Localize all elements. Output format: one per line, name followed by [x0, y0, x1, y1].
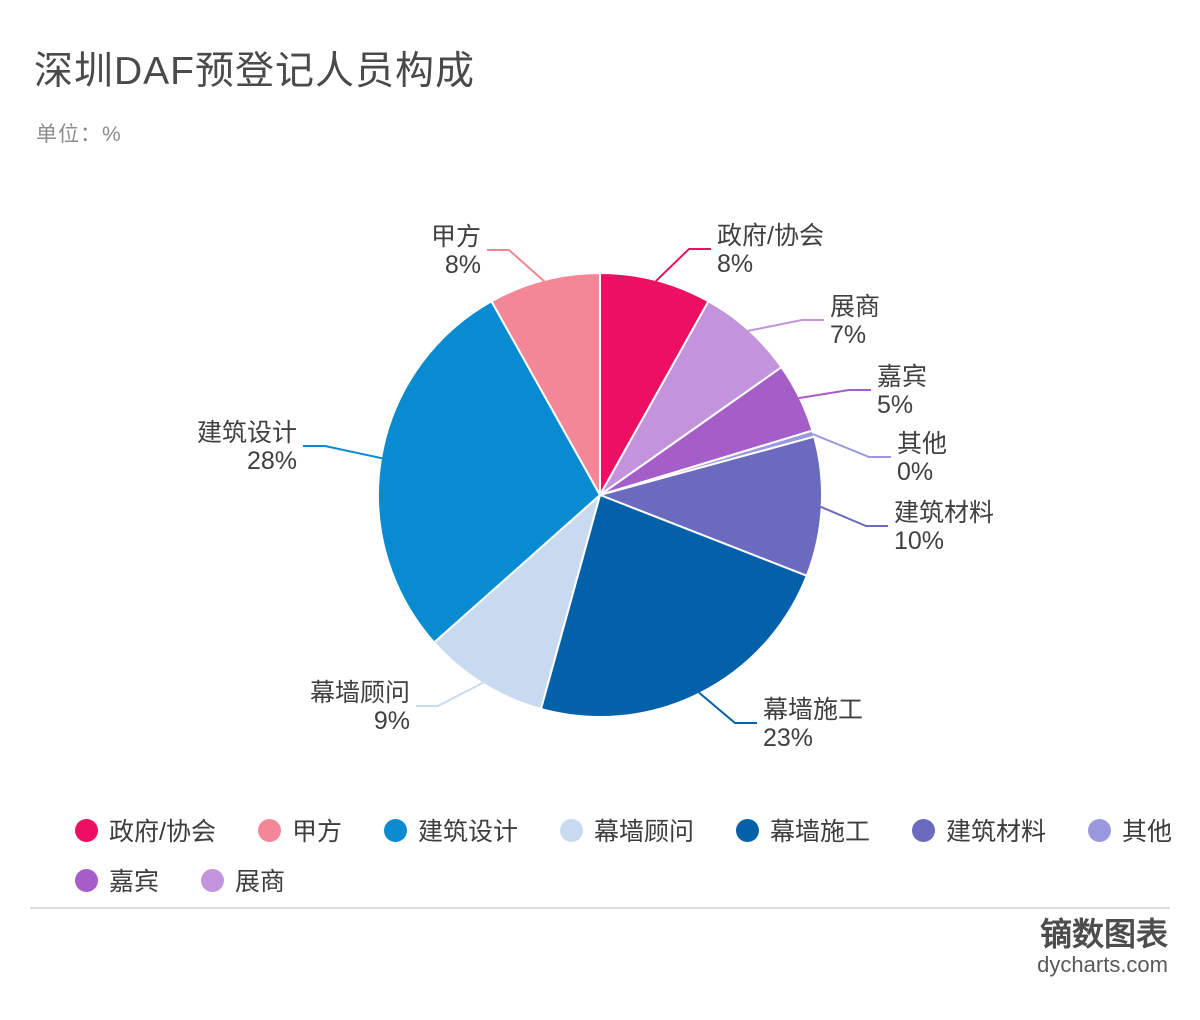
- brand-box: 镝数图表 dycharts.com: [1037, 916, 1168, 976]
- legend-item-7[interactable]: 嘉宾: [75, 862, 159, 898]
- slice-label-name-1: 展商: [830, 293, 880, 321]
- legend: 政府/协会 甲方 建筑设计 幕墙顾问 幕墙施工 建筑材料 其他嘉宾 展商: [75, 812, 1185, 898]
- slice-label-value-3: 0%: [897, 458, 933, 486]
- legend-item-8[interactable]: 展商: [201, 862, 285, 898]
- legend-label: 建筑设计: [417, 818, 518, 846]
- slice-label-name-0: 政府/协会: [717, 222, 824, 250]
- slice-label-value-4: 10%: [894, 527, 944, 555]
- legend-label: 嘉宾: [109, 868, 160, 896]
- legend-label: 甲方: [291, 818, 342, 846]
- legend-label: 建筑材料: [946, 818, 1047, 846]
- legend-item-5[interactable]: 建筑材料: [912, 812, 1046, 848]
- legend-label: 其他: [1122, 818, 1173, 846]
- slice-label-name-3: 其他: [897, 430, 947, 458]
- legend-dot: [201, 868, 225, 892]
- legend-item-2[interactable]: 建筑设计: [383, 812, 518, 848]
- label-leader-line: [303, 445, 383, 460]
- legend-item-1[interactable]: 甲方: [257, 812, 342, 848]
- legend-dot: [559, 818, 583, 842]
- legend-item-0[interactable]: 政府/协会: [75, 812, 216, 848]
- legend-label: 幕墙施工: [770, 818, 871, 846]
- label-leader-line: [820, 505, 888, 527]
- slice-label-name-4: 建筑材料: [894, 499, 994, 527]
- legend-label: 展商: [235, 868, 286, 896]
- slice-label-value-0: 8%: [717, 250, 753, 278]
- legend-item-3[interactable]: 幕墙顾问: [559, 812, 694, 848]
- slice-label-name-8: 甲方: [431, 223, 481, 251]
- brand-logo: 镝数图表: [1039, 916, 1168, 952]
- brand-url: dycharts.com: [1037, 951, 1168, 977]
- label-leader-line: [747, 319, 824, 332]
- unit-label: 单位：%: [36, 123, 122, 146]
- label-leader-line: [487, 249, 545, 282]
- legend-item-6[interactable]: 其他: [1088, 812, 1172, 848]
- label-leader-line: [416, 681, 484, 707]
- slice-label-value-2: 5%: [877, 391, 913, 419]
- legend-label: 政府/协会: [109, 818, 216, 846]
- legend-dot: [75, 818, 98, 842]
- legend-label: 幕墙顾问: [593, 818, 694, 846]
- slice-label-name-7: 建筑设计: [197, 419, 297, 447]
- pie-chart: 政府/协会8%展商7%嘉宾5%其他0%建筑材料10%幕墙施工23%幕墙顾问9%建…: [197, 222, 994, 752]
- slice-label-value-6: 9%: [374, 707, 410, 735]
- legend-item-4[interactable]: 幕墙施工: [736, 812, 870, 848]
- label-leader-line: [655, 248, 711, 282]
- legend-dot: [912, 818, 936, 842]
- label-leader-line: [698, 691, 757, 724]
- label-leader-line: [798, 389, 871, 400]
- legend-dot: [1088, 818, 1112, 842]
- slice-label-name-2: 嘉宾: [877, 363, 927, 391]
- legend-dot: [257, 818, 281, 842]
- legend-dot: [383, 818, 407, 842]
- footer-divider: [30, 907, 1170, 909]
- slice-label-value-7: 28%: [247, 447, 297, 475]
- slice-label-name-5: 幕墙施工: [763, 696, 863, 724]
- chart-title: 深圳DAF预登记人员构成: [34, 50, 476, 93]
- slice-label-value-8: 8%: [445, 251, 481, 279]
- slice-label-name-6: 幕墙顾问: [310, 679, 410, 707]
- legend-dot: [736, 818, 759, 842]
- legend-dot: [75, 868, 98, 892]
- slice-label-value-5: 23%: [763, 724, 813, 752]
- slice-label-value-1: 7%: [830, 321, 866, 349]
- label-leader-line: [812, 432, 891, 458]
